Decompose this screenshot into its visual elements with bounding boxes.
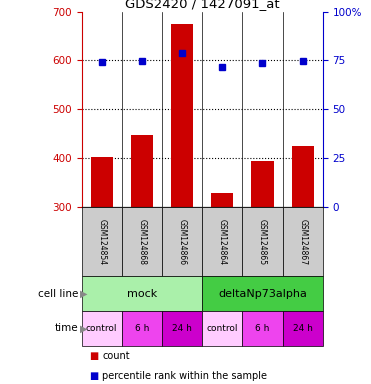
Text: ▶: ▶ [80,323,87,333]
Text: 6 h: 6 h [135,324,149,333]
Bar [202,276,323,311]
Text: control: control [86,324,118,333]
Text: count: count [102,351,129,361]
Text: GSM124866: GSM124866 [178,219,187,265]
Bar [252,161,273,207]
Bar [82,311,122,346]
Text: GSM124854: GSM124854 [97,219,106,265]
Text: ■: ■ [89,371,98,381]
Text: mock: mock [127,289,157,299]
Bar [283,311,323,346]
Text: percentile rank within the sample: percentile rank within the sample [102,371,267,381]
Bar [122,311,162,346]
Bar [211,193,233,207]
Bar [171,24,193,207]
Bar [292,146,314,207]
Bar [242,207,283,276]
Title: GDS2420 / 1427091_at: GDS2420 / 1427091_at [125,0,279,10]
Bar [82,207,122,276]
Text: 6 h: 6 h [255,324,270,333]
Text: 24 h: 24 h [172,324,192,333]
Text: GSM124865: GSM124865 [258,219,267,265]
Text: time: time [54,323,78,333]
Text: cell line: cell line [37,289,78,299]
Text: deltaNp73alpha: deltaNp73alpha [218,289,307,299]
Text: GSM124868: GSM124868 [137,219,147,265]
Bar [82,276,202,311]
Bar [202,207,242,276]
Text: ▶: ▶ [80,289,87,299]
Bar [131,136,153,207]
Text: ■: ■ [89,351,98,361]
Text: control: control [207,324,238,333]
Text: GSM124867: GSM124867 [298,219,307,265]
Bar [91,157,113,207]
Bar [202,311,242,346]
Text: GSM124864: GSM124864 [218,219,227,265]
Text: 24 h: 24 h [293,324,313,333]
Bar [122,207,162,276]
Bar [242,311,283,346]
Bar [162,207,202,276]
Bar [162,311,202,346]
Bar [283,207,323,276]
